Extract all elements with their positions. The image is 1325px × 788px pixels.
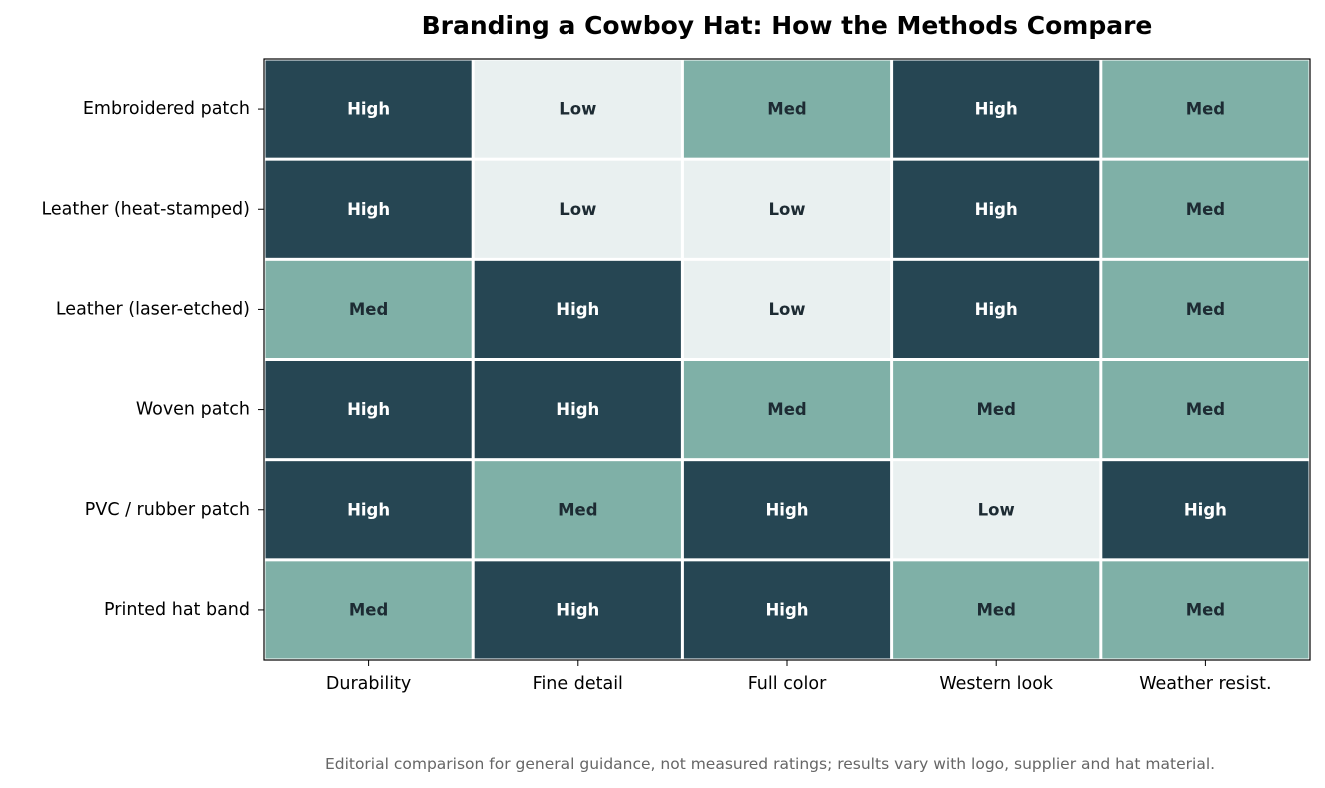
heatmap-cell-label: High [347, 400, 390, 419]
x-tick-label-full-color: Full color [748, 674, 827, 694]
heatmap-cell-label: Low [978, 500, 1015, 519]
heatmap-cell-label: High [765, 500, 808, 519]
heatmap-cell-label: Med [1186, 600, 1225, 619]
heatmap-cell-leather-laser-etched-weather-resist [1102, 260, 1309, 358]
x-tick-label-weather-resist: Weather resist. [1139, 674, 1271, 694]
heatmap-cell-pvc-rubber-patch-durability [265, 461, 472, 559]
heatmap-cell-leather-heat-stamped-full-color [683, 160, 891, 258]
heatmap-cell-label: High [1184, 500, 1227, 519]
heatmap-cell-embroidered-patch-durability [265, 60, 472, 158]
heatmap-cell-printed-hat-band-durability [265, 561, 472, 659]
heatmap-cell-woven-patch-western-look [893, 361, 1100, 459]
heatmap-cell-label: Med [349, 300, 388, 319]
heatmap-cell-label: High [975, 300, 1018, 319]
y-tick-label-embroidered-patch: Embroidered patch [83, 99, 250, 119]
heatmap-cell-leather-heat-stamped-western-look [893, 160, 1100, 258]
heatmap-cell-printed-hat-band-western-look [893, 561, 1100, 659]
heatmap-cell-label: Med [1186, 300, 1225, 319]
heatmap-cell-embroidered-patch-full-color [683, 60, 891, 158]
x-tick-label-durability: Durability [326, 674, 411, 694]
heatmap-cell-label: Low [768, 200, 805, 219]
heatmap-cell-embroidered-patch-western-look [893, 60, 1100, 158]
heatmap-cell-label: Med [349, 600, 388, 619]
heatmap-cell-label: High [556, 600, 599, 619]
heatmap-cell-printed-hat-band-fine-detail [474, 561, 681, 659]
heatmap-cell-label: Med [1186, 100, 1225, 119]
heatmap-cell-leather-heat-stamped-weather-resist [1102, 160, 1309, 258]
heatmap-cell-woven-patch-fine-detail [474, 361, 681, 459]
heatmap-cell-label: High [975, 200, 1018, 219]
heatmap-cell-label: Low [559, 100, 596, 119]
y-tick-label-woven-patch: Woven patch [136, 400, 250, 420]
heatmap-cell-pvc-rubber-patch-fine-detail [474, 461, 681, 559]
heatmap-cell-label: Med [767, 100, 806, 119]
y-tick-label-printed-hat-band: Printed hat band [104, 600, 250, 620]
heatmap-cell-label: Med [1186, 200, 1225, 219]
y-tick-label-leather-laser-etched: Leather (laser-etched) [56, 299, 250, 319]
y-tick-label-pvc-rubber-patch: PVC / rubber patch [85, 500, 250, 520]
heatmap-cell-label: Med [1186, 400, 1225, 419]
heatmap-cell-label: Low [768, 300, 805, 319]
heatmap-cell-printed-hat-band-weather-resist [1102, 561, 1309, 659]
heatmap-cell-label: High [765, 600, 808, 619]
heatmap-cell-label: Med [976, 400, 1015, 419]
heatmap-cell-label: High [347, 200, 390, 219]
x-tick-label-western-look: Western look [939, 674, 1054, 694]
heatmap-cell-embroidered-patch-fine-detail [474, 60, 681, 158]
heatmap-cell-label: High [556, 300, 599, 319]
heatmap-cell-leather-laser-etched-durability [265, 260, 472, 358]
heatmap-cell-leather-laser-etched-fine-detail [474, 260, 681, 358]
x-tick-label-fine-detail: Fine detail [533, 674, 623, 694]
chart-footnote: Editorial comparison for general guidanc… [324, 755, 1216, 773]
heatmap-cell-label: Med [767, 400, 806, 419]
heatmap-cell-label: Med [976, 600, 1015, 619]
heatmap-cell-leather-laser-etched-western-look [893, 260, 1100, 358]
heatmap-cell-label: High [975, 100, 1018, 119]
heatmap-cell-leather-heat-stamped-fine-detail [474, 160, 681, 258]
y-axis: Embroidered patch Leather (heat-stamped) L… [41, 99, 264, 620]
heatmap-cell-labels: High Low Med High Med High Low Low High Med Med Hig… [347, 100, 1227, 620]
heatmap-cell-woven-patch-weather-resist [1102, 361, 1309, 459]
heatmap-cell-pvc-rubber-patch-weather-resist [1102, 461, 1309, 559]
heatmap-cell-leather-laser-etched-full-color [683, 260, 891, 358]
heatmap-cell-label: High [556, 400, 599, 419]
heatmap-cell-label: Med [558, 500, 597, 519]
heatmap-cell-printed-hat-band-full-color [683, 561, 891, 659]
heatmap-cell-pvc-rubber-patch-western-look [893, 461, 1100, 559]
heatmap-cells [265, 60, 1309, 659]
heatmap-cell-label: High [347, 500, 390, 519]
heatmap-cell-label: High [347, 100, 390, 119]
heatmap-cell-leather-heat-stamped-durability [265, 160, 472, 258]
heatmap-cell-woven-patch-full-color [683, 361, 891, 459]
x-axis: Durability Fine detail Full color Western l… [326, 660, 1272, 694]
heatmap-cell-pvc-rubber-patch-full-color [683, 461, 891, 559]
heatmap-cell-woven-patch-durability [265, 361, 472, 459]
heatmap-cell-label: Low [559, 200, 596, 219]
y-tick-label-leather-heat-stamped: Leather (heat-stamped) [41, 199, 250, 219]
chart-title: Branding a Cowboy Hat: How the Methods C… [421, 11, 1153, 40]
heatmap-cell-embroidered-patch-weather-resist [1102, 60, 1309, 158]
